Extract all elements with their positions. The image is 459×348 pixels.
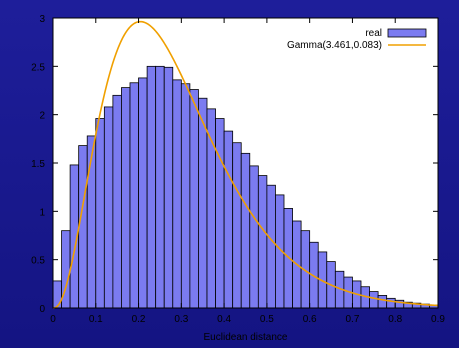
histogram-bar	[386, 297, 396, 309]
legend-label-gamma: Gamma(3.461,0.083)	[287, 40, 382, 51]
histogram-bar	[103, 106, 114, 309]
x-axis-label: Euclidean distance	[204, 332, 288, 343]
y-tick-label: 1.5	[31, 159, 45, 170]
y-tick-label: 3	[39, 14, 45, 25]
histogram-bar	[138, 77, 148, 309]
histogram-bar	[86, 135, 97, 309]
x-tick-label: 0.7	[345, 314, 359, 325]
x-tick-label: 0.8	[388, 314, 402, 325]
legend-label-real: real	[365, 28, 382, 39]
histogram-bar	[146, 65, 157, 309]
histogram-bar	[257, 175, 268, 309]
y-tick-label: 0	[39, 304, 45, 315]
histogram-bar	[52, 280, 62, 309]
gamma-curve-group	[52, 20, 439, 309]
histogram-bar	[266, 184, 276, 309]
histogram-bar	[369, 291, 379, 309]
gamma-curve-line	[52, 20, 439, 309]
x-tick-label: 0.6	[303, 314, 317, 325]
histogram-bar	[155, 65, 165, 309]
histogram-bar	[240, 152, 251, 309]
legend: real Gamma(3.461,0.083)	[287, 28, 427, 51]
histogram-bar	[172, 79, 182, 309]
y-tick-label: 2.5	[31, 62, 45, 73]
histogram-bar	[215, 118, 225, 309]
y-tick-label: 0.5	[31, 256, 45, 267]
histogram-bar	[249, 165, 259, 309]
legend-swatch-real	[387, 28, 427, 38]
x-tick-label: 0.5	[260, 314, 274, 325]
histogram-bar	[163, 66, 174, 309]
x-tick-label: 0.9	[431, 314, 445, 325]
x-tick-label: 0.2	[132, 314, 146, 325]
histogram-bar	[95, 118, 105, 309]
histogram-bar	[283, 208, 293, 309]
x-tick-label: 0	[50, 314, 56, 325]
histogram-bar	[180, 83, 191, 309]
histogram-bar	[189, 89, 199, 309]
x-tick-label: 0.4	[217, 314, 231, 325]
histogram-bar	[223, 130, 234, 309]
histogram-bar	[121, 87, 131, 309]
x-tick-label: 0.1	[89, 314, 103, 325]
y-tick-label: 1	[39, 207, 45, 218]
histogram-bar	[232, 142, 242, 309]
histogram-bar	[112, 94, 122, 309]
histogram-bar	[129, 82, 139, 309]
x-tick-label: 0.3	[174, 314, 188, 325]
plot-border	[52, 17, 439, 309]
y-tick-label: 2	[39, 111, 45, 122]
histogram-bar	[78, 145, 88, 309]
histogram-bar	[377, 295, 388, 309]
